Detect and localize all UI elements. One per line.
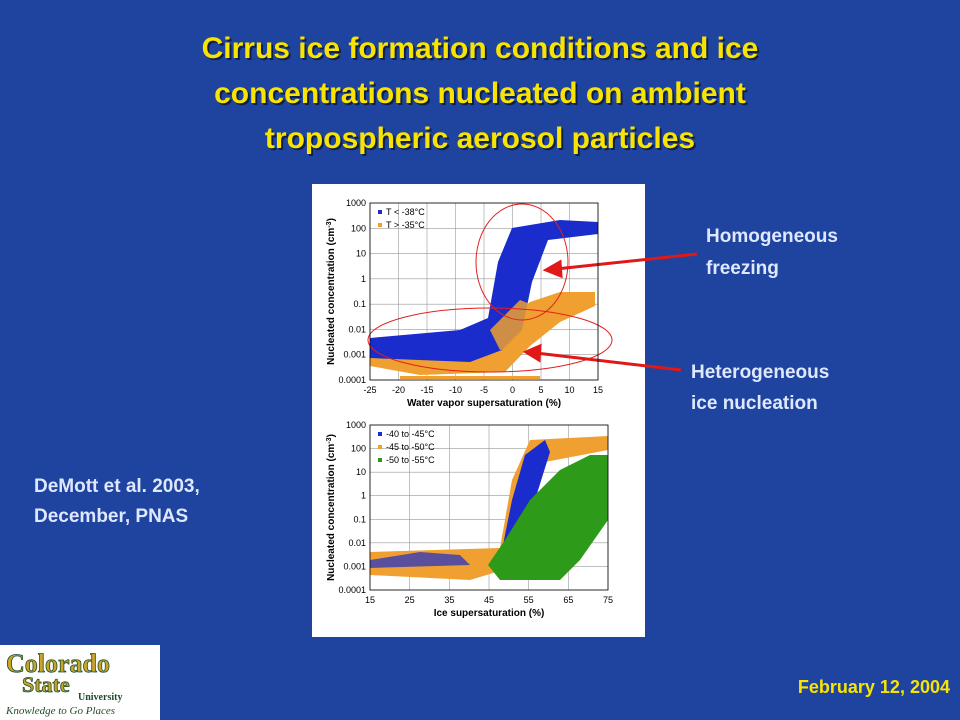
title-shadow: Cirrus ice formation conditions and ice: [204, 34, 761, 67]
x-tick-label: -5: [480, 385, 488, 395]
annotation: ice nucleation: [691, 393, 818, 414]
y-axis-label-part: Nucleated concentration (cm: [326, 444, 337, 581]
y-tick-label: 1: [361, 274, 366, 284]
y-tick-label: 0.1: [353, 514, 366, 524]
y-axis-label-part: -3: [326, 437, 333, 443]
x-tick-label: -20: [392, 385, 405, 395]
title-shadow: concentrations nucleated on ambient: [216, 79, 748, 112]
annotation: Heterogeneous: [691, 362, 829, 383]
logo-tagline: Knowledge to Go Places: [5, 705, 115, 717]
x-tick-label: 10: [564, 385, 574, 395]
legend-swatch: [378, 445, 382, 449]
y-tick-label: 0.01: [348, 324, 366, 334]
x-axis-label: Ice supersaturation (%): [434, 608, 545, 619]
x-tick-label: 55: [524, 595, 534, 605]
scatter-cloud: [400, 376, 540, 379]
arrows: [522, 252, 698, 372]
y-tick-label: 1000: [346, 420, 366, 430]
y-axis-label: Nucleated concentration (cm-3): [326, 434, 338, 581]
logo-text: Colorado: [6, 649, 110, 678]
annotation: Homogeneous: [706, 226, 838, 247]
y-axis-label-part: ): [326, 218, 337, 221]
title-line: tropospheric aerosol particles: [265, 122, 695, 155]
x-tick-label: 35: [444, 595, 454, 605]
y-axis-label-part: -3: [326, 221, 333, 227]
x-tick-label: 0: [510, 385, 515, 395]
legend-swatch: [378, 432, 382, 436]
legend-label: T > -35°C: [386, 220, 425, 230]
y-axis-label-part: Nucleated concentration (cm: [326, 228, 337, 365]
y-tick-label: 100: [351, 223, 366, 233]
x-tick-label: 25: [405, 595, 415, 605]
x-tick-label: -15: [420, 385, 433, 395]
y-tick-label: 0.0001: [338, 375, 366, 385]
legend-label: -50 to -55°C: [386, 455, 435, 465]
y-tick-label: 0.1: [353, 299, 366, 309]
x-tick-label: 5: [538, 385, 543, 395]
y-tick-label: 0.001: [343, 561, 366, 571]
x-tick-label: 75: [603, 595, 613, 605]
logo-text: University: [78, 692, 122, 703]
x-axis-label: Water vapor supersaturation (%): [407, 398, 561, 409]
arrow: [555, 252, 698, 271]
arrowhead: [542, 259, 563, 279]
y-tick-label: 0.01: [348, 538, 366, 548]
title-line: concentrations nucleated on ambient: [214, 77, 746, 110]
plot-frame: [369, 424, 609, 591]
y-axis-label: Nucleated concentration (cm-3): [326, 218, 338, 365]
citation: DeMott et al. 2003,: [34, 476, 200, 497]
legend-swatch: [378, 458, 382, 462]
y-tick-label: 10: [356, 249, 366, 259]
legend-label: -40 to -45°C: [386, 429, 435, 439]
logo-background: [0, 645, 160, 720]
legend-swatch: [378, 223, 382, 227]
y-tick-label: 0.001: [343, 350, 366, 360]
scatter-cloud: [370, 220, 598, 362]
x-tick-label: -25: [363, 385, 376, 395]
y-axis-label-part: ): [326, 434, 337, 437]
highlight-ellipse: [367, 307, 613, 373]
legend-swatch: [378, 210, 382, 214]
top-plot-clouds: [367, 203, 613, 379]
highlight-ellipse: [475, 203, 569, 321]
scatter-cloud: [488, 455, 608, 580]
x-tick-label: 15: [593, 385, 603, 395]
x-tick-label: 15: [365, 595, 375, 605]
title: Cirrus ice formation conditions and iceC…: [202, 32, 761, 157]
legend-label: T < -38°C: [386, 207, 425, 217]
x-tick-label: 45: [484, 595, 494, 605]
scatter-cloud: [370, 552, 470, 568]
legend-label: -45 to -50°C: [386, 442, 435, 452]
bottom-plot-clouds: [370, 436, 608, 580]
arrow: [535, 351, 682, 372]
y-tick-label: 1: [361, 491, 366, 501]
y-tick-label: 0.0001: [338, 585, 366, 595]
title-shadow: tropospheric aerosol particles: [267, 124, 697, 157]
title-line: Cirrus ice formation conditions and ice: [202, 32, 759, 65]
y-tick-label: 100: [351, 444, 366, 454]
scatter-cloud: [490, 300, 545, 350]
y-tick-label: 10: [356, 467, 366, 477]
date: February 12, 2004: [798, 677, 950, 697]
arrowhead: [522, 343, 542, 363]
plot-frame: [369, 202, 599, 381]
citation: December, PNAS: [34, 506, 188, 527]
annotation: freezing: [706, 258, 779, 279]
y-tick-label: 1000: [346, 198, 366, 208]
x-tick-label: -10: [449, 385, 462, 395]
logo-text: State: [22, 672, 70, 697]
x-tick-label: 65: [563, 595, 573, 605]
